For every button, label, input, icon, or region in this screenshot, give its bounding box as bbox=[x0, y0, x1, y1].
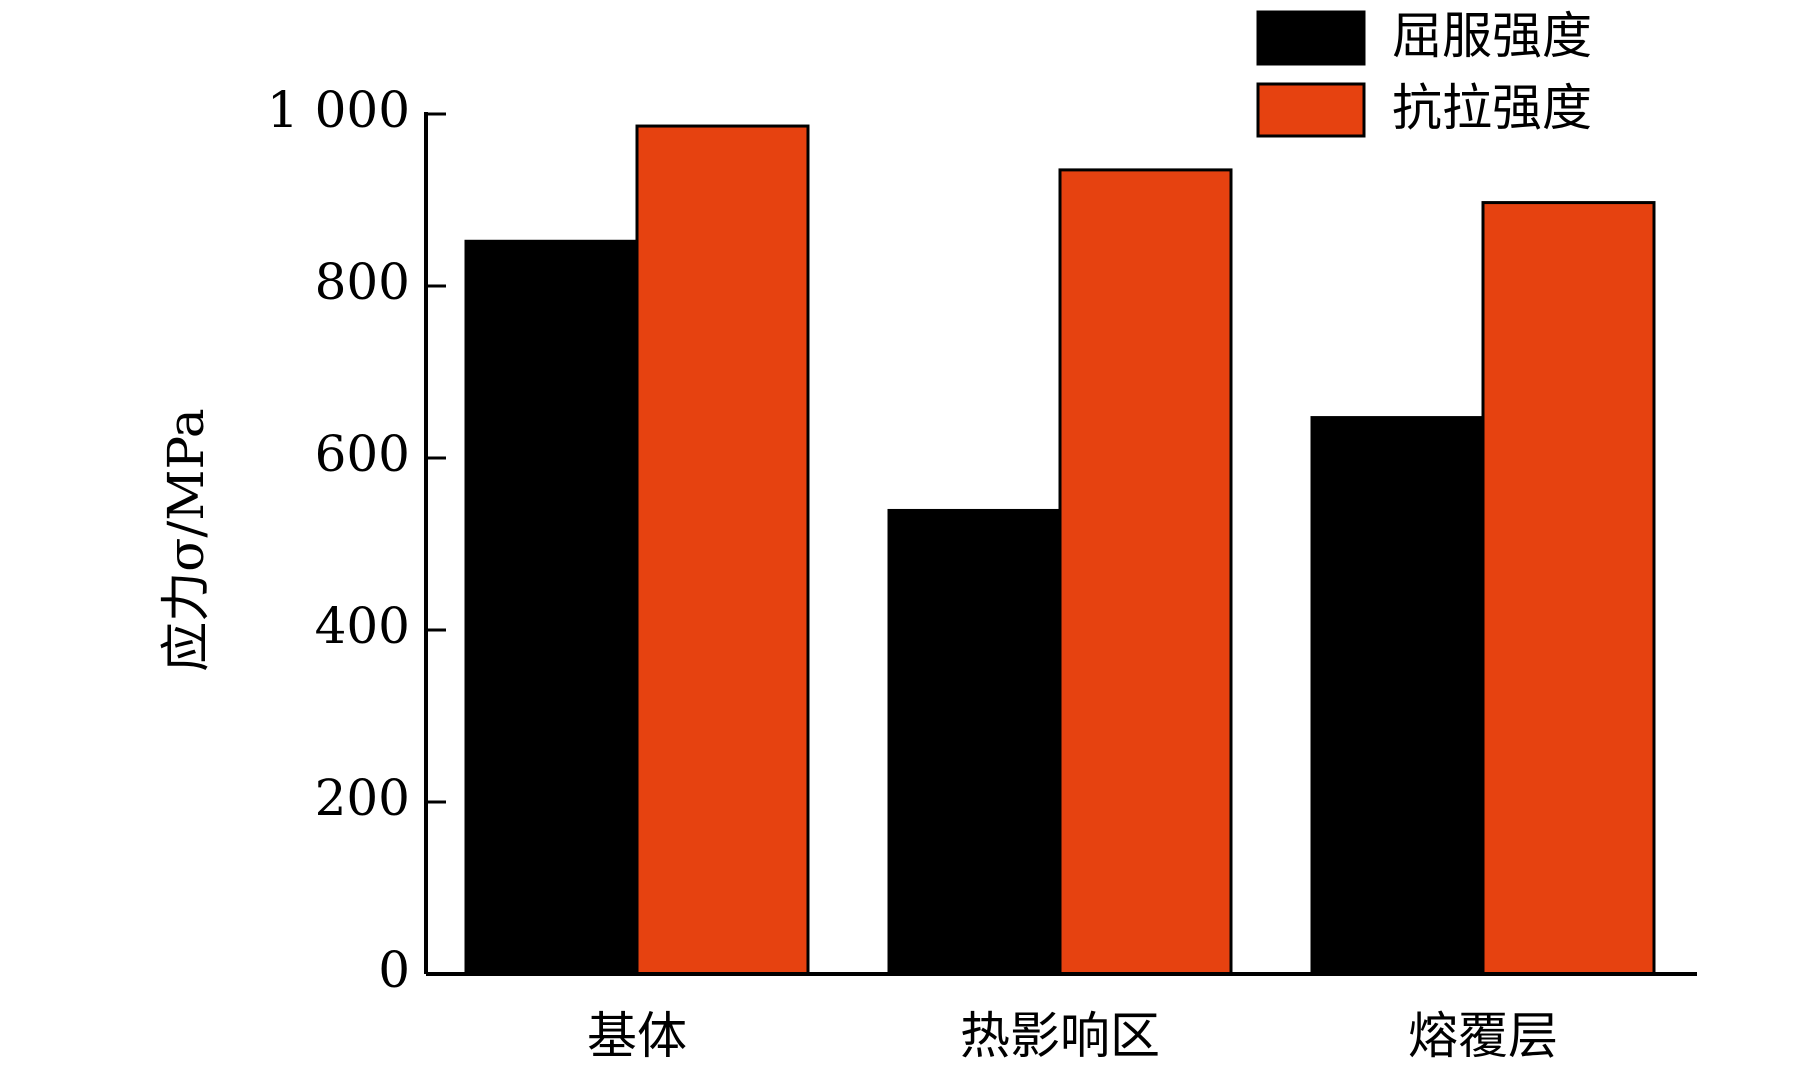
x-tick-label: 热影响区 bbox=[960, 1007, 1160, 1065]
y-tick-label: 1 000 bbox=[267, 81, 410, 139]
bar bbox=[635, 124, 810, 976]
legend-label: 抗拉强度 bbox=[1392, 79, 1592, 137]
bar bbox=[887, 508, 1062, 976]
bar bbox=[464, 239, 639, 976]
bar bbox=[1481, 201, 1656, 976]
x-tick-label: 熔覆层 bbox=[1408, 1007, 1558, 1065]
y-tick-label: 0 bbox=[378, 941, 410, 999]
x-tick-label: 基体 bbox=[587, 1007, 687, 1065]
bar bbox=[1310, 416, 1485, 976]
legend-label: 屈服强度 bbox=[1392, 7, 1592, 65]
y-tick-label: 800 bbox=[315, 253, 410, 311]
legend-swatch bbox=[1256, 82, 1366, 138]
y-tick-label: 200 bbox=[315, 769, 410, 827]
bar bbox=[1058, 168, 1233, 976]
legend-swatch bbox=[1256, 10, 1366, 66]
y-axis-label: 应力σ/MPa bbox=[157, 408, 215, 671]
y-tick-label: 400 bbox=[315, 597, 410, 655]
y-tick-label: 600 bbox=[315, 425, 410, 483]
